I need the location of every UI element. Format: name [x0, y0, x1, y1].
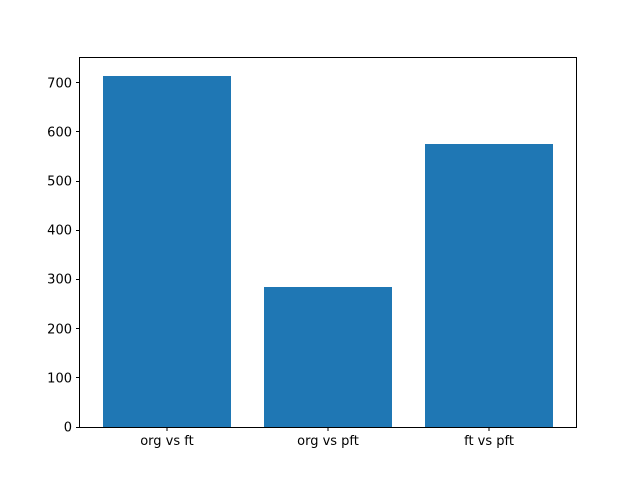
y-tick-mark [76, 82, 80, 84]
y-tick-label: 400 [47, 223, 72, 239]
bar-org-vs-pft [263, 287, 393, 427]
y-tick-mark [76, 328, 80, 330]
y-tick-mark [76, 131, 80, 133]
x-tick-mark [327, 427, 329, 431]
y-tick-mark [76, 377, 80, 379]
x-tick-label: org vs pft [297, 434, 359, 449]
x-tick-mark [166, 427, 168, 431]
y-tick-mark [76, 278, 80, 280]
x-tick-mark [488, 427, 490, 431]
y-tick-label: 0 [63, 420, 72, 436]
bar-ft-vs-pft [424, 143, 554, 427]
x-tick-label: org vs ft [140, 434, 194, 449]
y-tick-mark [76, 426, 80, 428]
plot-area: org vs ft org vs pft ft vs pft 0 100 200 300 40… [47, 58, 576, 448]
y-tick-label: 100 [47, 371, 72, 387]
y-tick-label: 200 [47, 322, 72, 338]
x-tick-label: ft vs pft [464, 434, 514, 449]
y-tick-label: 500 [47, 174, 72, 190]
y-tick-label: 300 [47, 272, 72, 288]
bar-org-vs-ft [102, 75, 232, 427]
y-tick-mark [76, 180, 80, 182]
axes: org vs ft org vs pft ft vs pft 0 100 200 300 40… [47, 57, 577, 448]
y-tick-mark [76, 229, 80, 231]
y-tick-label: 700 [47, 76, 72, 92]
y-tick-label: 600 [47, 125, 72, 141]
